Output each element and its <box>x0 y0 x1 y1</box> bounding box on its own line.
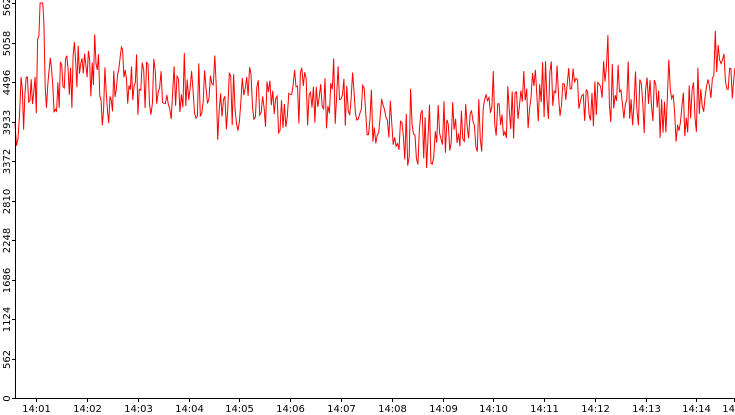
x-tick-label: 14:14 <box>682 404 711 415</box>
x-tick-label: 14:08 <box>378 404 407 415</box>
x-tick-label: 14 <box>722 404 735 415</box>
series-line <box>14 2 735 169</box>
y-tick-label: 1124 <box>2 307 13 332</box>
y-tick-label: 5620 <box>2 0 13 16</box>
x-tick-label: 14:03 <box>124 404 153 415</box>
y-tick-label: 2810 <box>2 189 13 214</box>
x-tick-label: 14:05 <box>225 404 254 415</box>
y-axis-ticks: 0 562 1124 1686 2248 2810 3372 3933 4496 5058 5620 <box>2 0 15 402</box>
y-tick-label: 562 <box>2 350 13 369</box>
y-tick-label: 3933 <box>2 110 13 135</box>
x-tick-label: 14:02 <box>73 404 102 415</box>
x-tick-label: 14:10 <box>479 404 508 415</box>
y-tick-label: 3372 <box>2 149 13 174</box>
x-tick-label: 14:07 <box>327 404 356 415</box>
y-tick-label: 0 <box>2 395 13 401</box>
x-tick-label: 14:06 <box>276 404 305 415</box>
y-tick-label: 5058 <box>2 31 13 56</box>
y-tick-label: 2248 <box>2 228 13 253</box>
x-tick-label: 14:01 <box>22 404 51 415</box>
x-tick-label: 14:11 <box>530 404 559 415</box>
x-tick-label: 14:12 <box>581 404 610 415</box>
x-tick-label: 14:04 <box>175 404 204 415</box>
y-tick-label: 1686 <box>2 268 13 293</box>
x-tick-label: 14:09 <box>429 404 458 415</box>
series-layer <box>14 2 735 169</box>
x-axis-ticks: 14:01 14:02 14:03 14:04 14:05 14:06 14:07 14:08… <box>22 398 735 415</box>
y-tick-label: 4496 <box>2 70 13 95</box>
x-tick-label: 14:13 <box>632 404 661 415</box>
